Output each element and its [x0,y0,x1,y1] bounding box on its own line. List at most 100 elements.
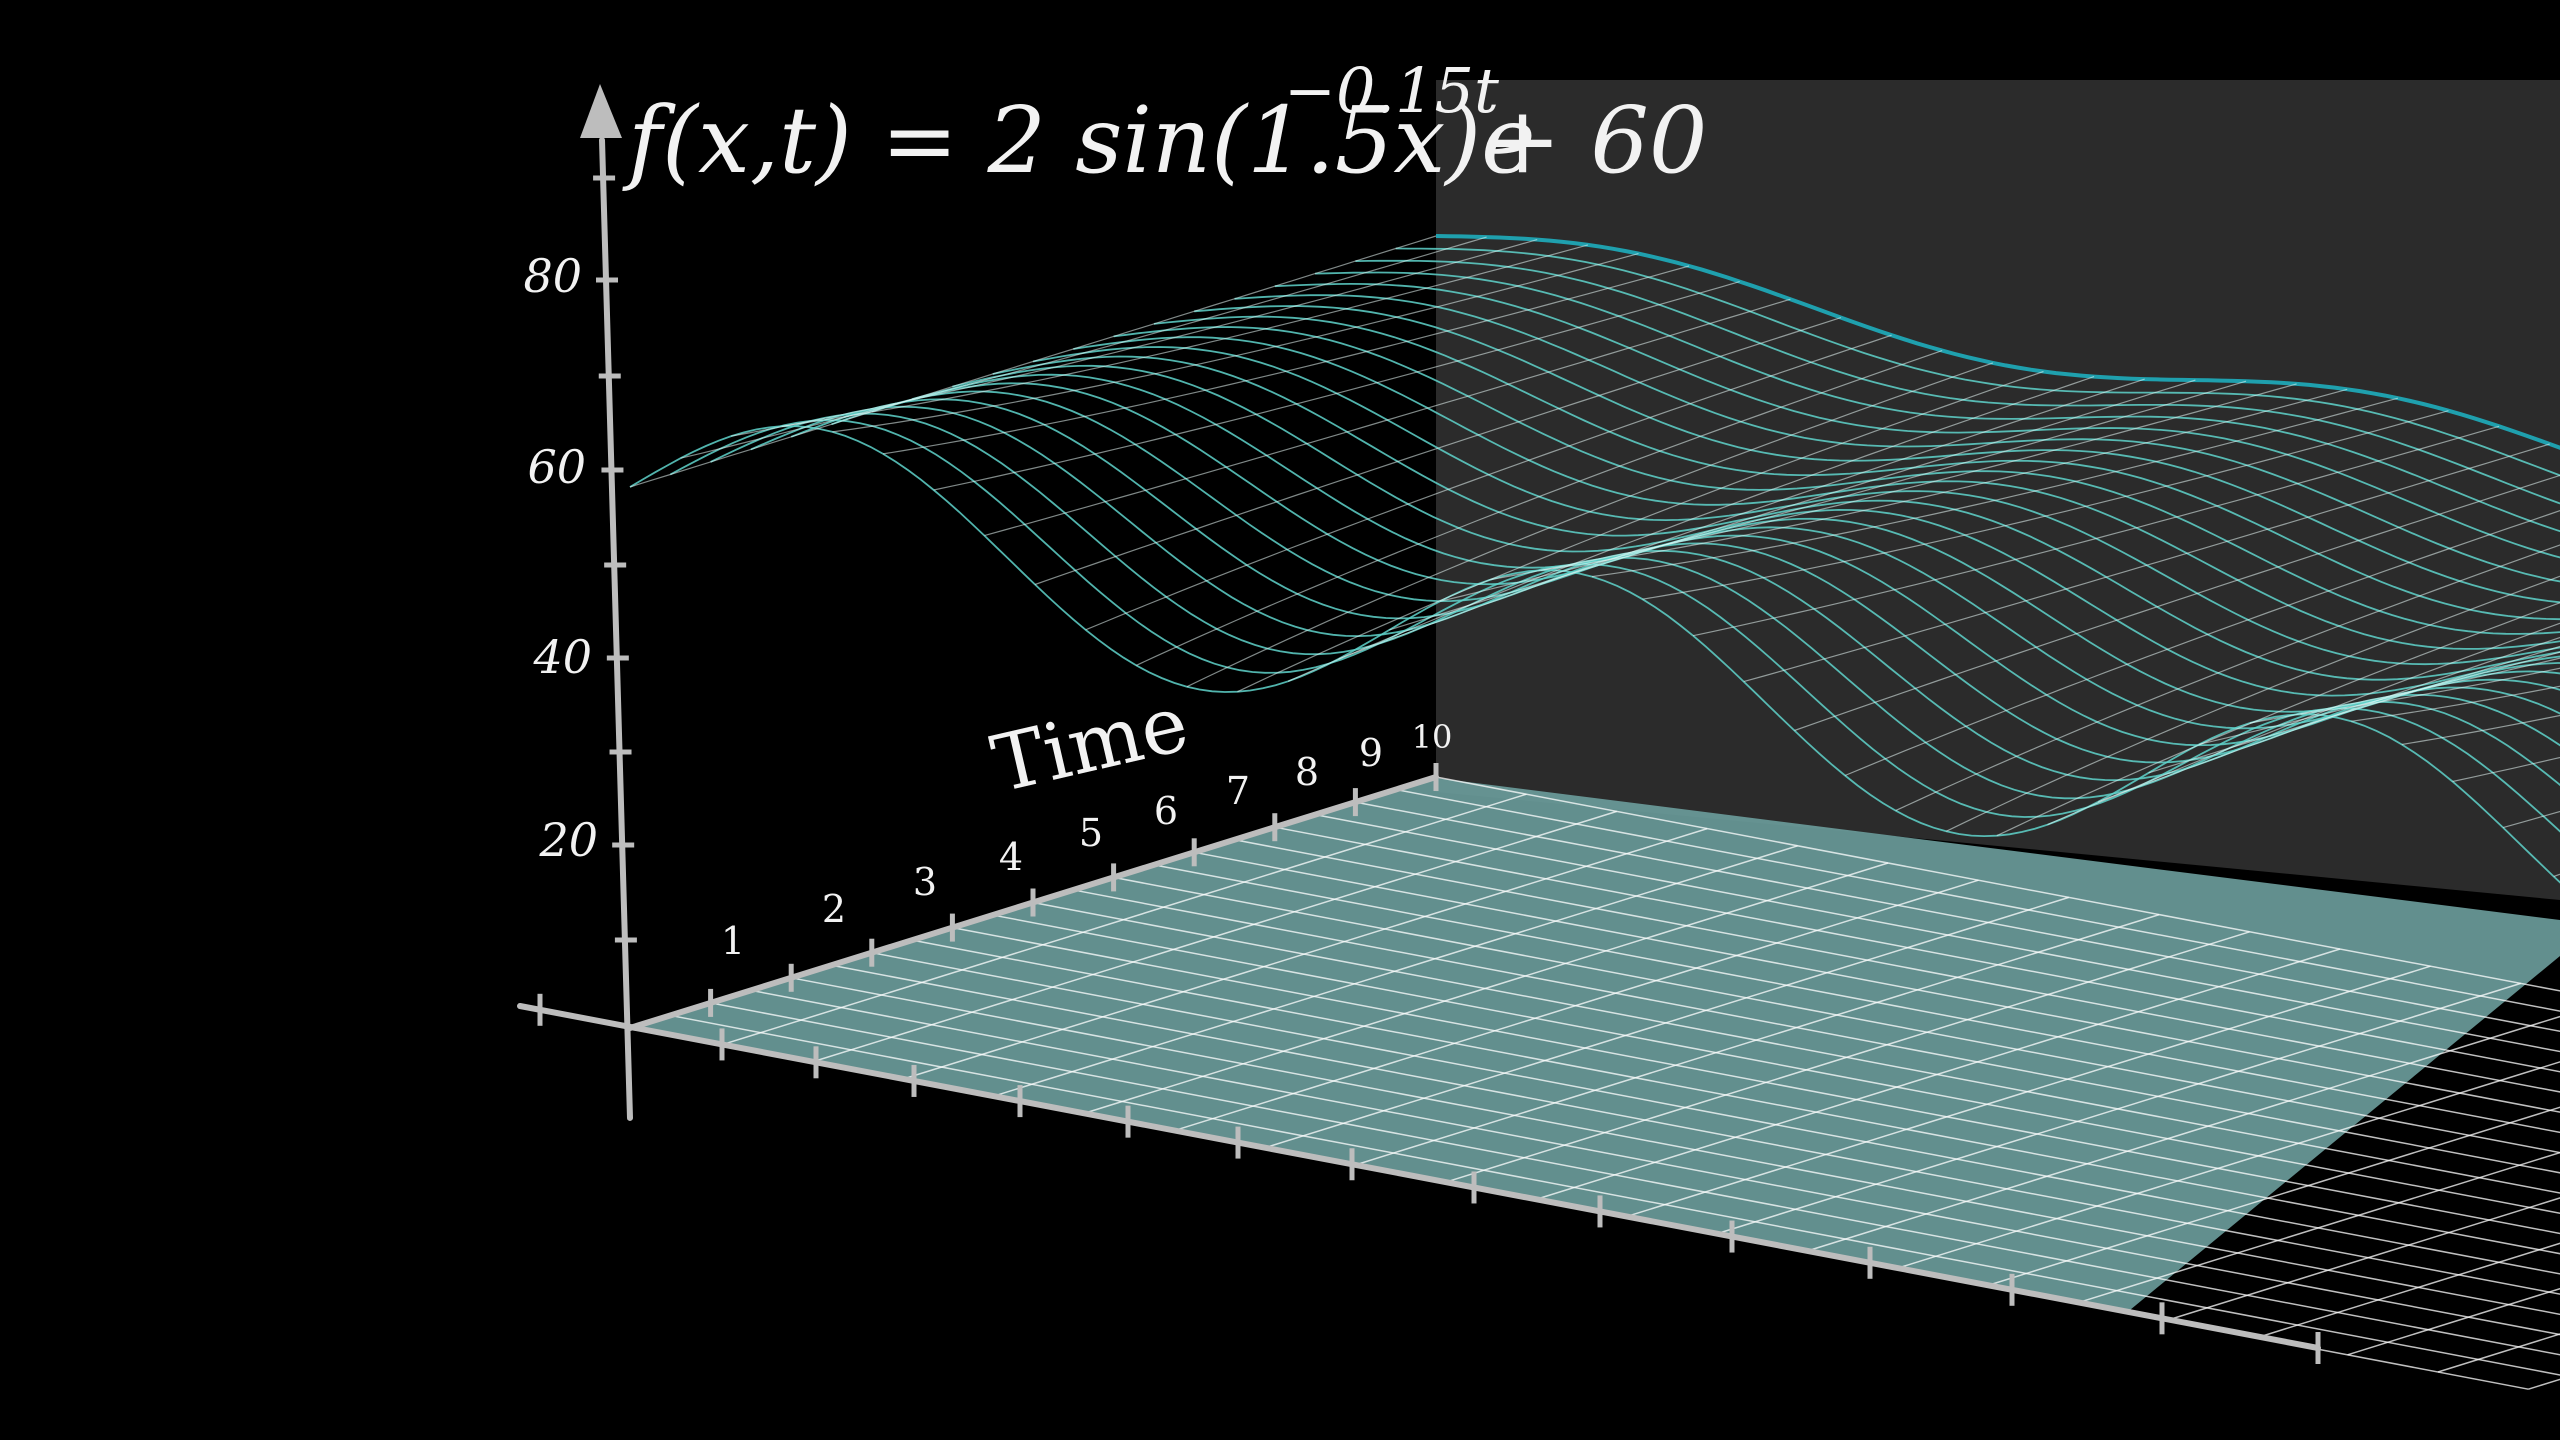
surface-x-line [2148,645,2560,774]
z-axis-arrowhead [580,84,622,138]
x-axis-line [517,1003,2321,1351]
floor-grid-line [1895,1061,2560,1270]
floor-grid-line [1443,931,2250,1184]
floor-grid-line [1274,826,2560,1073]
floor-grid-line [2347,1287,2560,1356]
time-tick-label-10: 10 [1412,718,1453,756]
surface-x-line [1389,379,2196,631]
surface-x-line [1642,410,2449,600]
floor-grid-line [1081,862,1889,1115]
floor-grid-line [831,964,2560,1295]
surface-x-line [1743,443,2550,683]
floor-grid-line [1624,965,2431,1218]
surface-x-line [1287,376,2095,682]
surface-x-line [2047,622,2560,826]
formula-rhs: + 60 [1484,87,1707,194]
floor-grid-line [720,793,1527,1046]
floor-grid-line [1355,801,2560,1033]
time-tick-label-7: 7 [1226,769,1250,813]
floor-grid-line [1194,851,2560,1113]
time-tick-label-1: 1 [721,919,745,963]
time-tick-label-5: 5 [1079,811,1103,855]
floor-grid-line [1395,788,2560,1012]
floor-grid-line [1714,982,2522,1236]
surface-x-line [731,239,1538,437]
y-tick-label-20: 20 [538,813,598,867]
surface-x-line [2199,651,2560,745]
floor-grid-line [1153,864,2560,1134]
surface-x-line [1591,397,2399,578]
surface-x-line [1439,380,2247,602]
floor-grid-line [2166,1197,2560,1322]
floor-grid-line [1985,1106,2560,1287]
time-tick-labels: 1 2 3 4 5 6 7 8 9 10 [721,718,1452,963]
floor-grid-line [750,989,2560,1336]
surface-x-line [2300,667,2560,715]
time-tick-label-8: 8 [1295,750,1319,794]
time-tick-label-6: 6 [1154,789,1178,833]
surface-x-line [1541,388,2348,571]
surface-x-line [832,253,1639,433]
back-wall [1436,80,2560,900]
formula: f(x,t) = 2 sin(1.5x)e −0.15t + 60 [622,54,1707,194]
surface-x-line [680,236,1487,459]
floor-grid-line [810,810,1618,1064]
surface-x-line [1945,575,2560,832]
floor-grid-line [871,951,2560,1275]
surface-x-line [1996,602,2560,837]
floor-grid-line [2076,1151,2560,1304]
y-tick-label-40: 40 [532,630,592,684]
floor-grid-line [1804,1015,2560,1253]
floor-grid-line [911,939,2560,1255]
surface-x-line [2401,714,2560,746]
surface-x-line [2249,657,2560,724]
floor-grid-line [1032,901,2560,1194]
surface-x-line [883,265,1690,455]
surface-x-line [1338,378,2145,660]
surface-x-line [1844,510,2560,777]
surface-x-line [1794,474,2560,732]
floor-grid-line [791,977,2560,1316]
floor-grid-line [1533,948,2341,1201]
surface-x-line [1692,425,2500,637]
surface-mesh [629,234,2560,884]
y-tick-label-60: 60 [527,440,586,494]
time-axis-ticks [708,763,1439,1017]
surface-x-line [629,235,1437,488]
floor-grid-line [1262,896,2070,1150]
floor-grid-line [992,914,2560,1215]
y-tick-label-80: 80 [523,249,582,303]
floor-grid-line [952,926,2560,1235]
floor-grid-line [1352,913,2160,1167]
floor-grid-line [2256,1242,2560,1339]
floor-grid-line [900,827,1708,1081]
z-axis-ticks [593,175,637,943]
surface-x-line [781,244,1589,427]
z-axis-line [599,137,633,1121]
floor-grid [629,776,2560,1390]
floor-grid-line [710,1002,2560,1356]
time-tick-label-2: 2 [822,887,846,931]
formula-exponent: −0.15t [1284,54,1499,127]
surface-x-line [1034,317,1842,586]
surface-x-line [933,281,1740,491]
floor-grid-line [991,845,1798,1098]
surface-x-line [2351,685,2560,722]
floor-grid-line [1234,839,2560,1093]
floor-grid-line [1113,876,2560,1154]
floor-grid-line [1314,813,2560,1053]
surface-x-line [1237,370,2044,693]
surface-x-line [1895,544,2560,812]
floor-grid-line [1172,879,1979,1132]
surface-x-line [1490,383,2297,581]
time-tick-label-3: 3 [913,860,937,904]
x-axis-ticks [537,993,2321,1364]
floor-grid-line [1073,889,2560,1174]
floor-grid-line [670,1014,2560,1376]
surface-x-line [1186,362,1994,688]
time-tick-label-9: 9 [1359,731,1383,775]
surface-x-line [984,298,1791,537]
formula-lhs: f(x,t) = 2 sin(1.5x)e [622,87,1536,194]
floor-grid-line [1435,776,2560,992]
surface-x-line [1135,350,1943,666]
